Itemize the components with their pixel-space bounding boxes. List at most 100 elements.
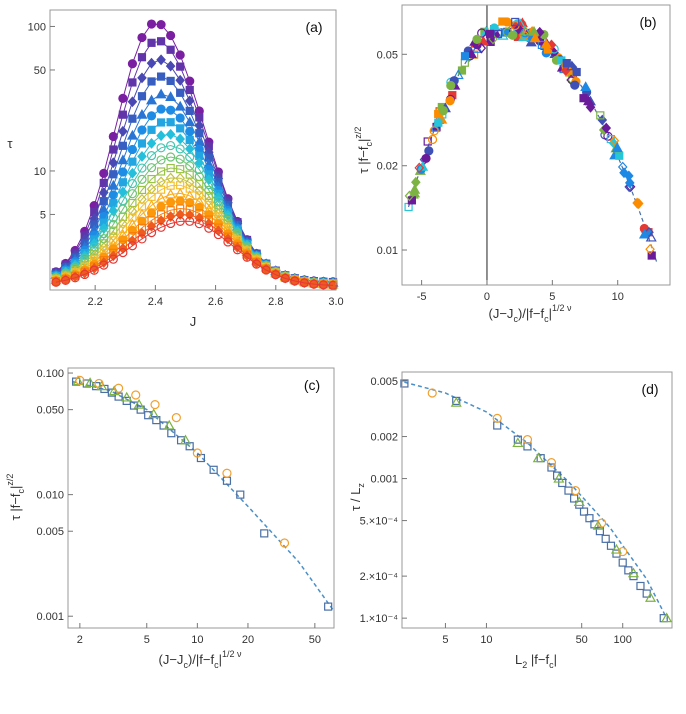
- collapse-point: [508, 30, 518, 40]
- point-circles: [492, 413, 502, 423]
- point-circles: [546, 458, 557, 468]
- collapse-point: [409, 183, 421, 194]
- point-triangles: [532, 452, 544, 463]
- y-axis-label-part: z: [356, 483, 366, 488]
- collapse-point: [580, 81, 592, 92]
- panel-d: 5 10 50 100 1.×10⁻⁴ 2.×10⁻⁴ 5.×10⁻⁴ 0.001 0.002 0…: [348, 371, 673, 670]
- series-a-point: [185, 126, 195, 137]
- series-a-point: [98, 242, 109, 253]
- collapse-point: [502, 17, 512, 27]
- point-circles: [171, 413, 181, 423]
- collapse-point: [566, 60, 578, 71]
- series-a-point: [175, 209, 185, 221]
- series-a-point: [109, 226, 118, 235]
- y-axis-label-part: τ |f−f: [356, 146, 371, 173]
- collapse-point: [427, 134, 438, 145]
- series-a-point: [165, 128, 176, 140]
- point-circles: [427, 388, 437, 398]
- panel-label: (b): [639, 14, 656, 30]
- series-a-point: [175, 133, 185, 145]
- point-squares: [114, 392, 123, 401]
- collapse-point: [429, 126, 439, 136]
- series-a-point: [175, 74, 185, 86]
- collapse-point: [460, 52, 470, 61]
- series-a-point: [128, 114, 137, 123]
- series-a-point: [128, 78, 137, 87]
- x-axis-label-part: )/|f−f: [188, 652, 215, 667]
- y-axis-label-part: |: [356, 139, 371, 142]
- panel-label: (a): [305, 19, 322, 35]
- panel-c: 2 5 10 20 50 0.001 0.005 0.010 0.050 0.100 (c) (J−J…: [5, 367, 335, 670]
- x-axis-label-part: c: [214, 660, 219, 670]
- series-a-point: [117, 154, 129, 165]
- series-a-point: [146, 151, 157, 161]
- series-a-point: [156, 20, 166, 30]
- collapse-point: [572, 67, 581, 77]
- x-tick-label: 5: [549, 291, 555, 303]
- series-a-point: [146, 137, 157, 149]
- series-a-point: [108, 254, 118, 264]
- series-a-point: [184, 116, 196, 127]
- x-tick-label: 0: [484, 291, 490, 303]
- point-circles: [150, 400, 160, 410]
- point-triangles: [133, 398, 145, 409]
- series-a-point: [146, 163, 157, 173]
- series-a-point: [156, 72, 166, 81]
- collapse-point: [445, 96, 455, 106]
- series-a-point: [166, 197, 176, 207]
- point-triangles: [84, 377, 96, 387]
- series-a-point: [147, 174, 156, 184]
- series-a-point: [175, 196, 185, 206]
- series-a-point: [318, 280, 329, 290]
- series-a-point: [223, 233, 233, 245]
- series-a-point: [98, 257, 109, 268]
- series-a-point: [137, 234, 147, 244]
- collapse-point: [404, 190, 415, 202]
- x-axis-label-part: |f−f: [527, 652, 549, 667]
- series-a-point: [147, 38, 156, 47]
- x-axis-label-part: c: [544, 314, 549, 324]
- series-a-point: [299, 278, 309, 288]
- x-tick-label: 2.2: [88, 296, 103, 308]
- series-a-point: [51, 277, 61, 287]
- collapse-point: [423, 137, 432, 146]
- y-axis-label: τ |f−fc|z/2: [353, 127, 374, 174]
- plot-frame: [401, 371, 673, 629]
- point-squares: [636, 581, 645, 591]
- series-a-point: [146, 57, 157, 69]
- series-a-point: [155, 88, 167, 99]
- series-a-point: [176, 88, 185, 97]
- point-triangles: [148, 408, 160, 419]
- series-a-point: [156, 155, 166, 165]
- series-a-point: [127, 167, 138, 179]
- point-squares: [523, 442, 532, 451]
- plot-frame: [401, 4, 671, 286]
- series-a-point: [223, 237, 233, 247]
- x-axis-label: J: [190, 314, 197, 329]
- panel-label: (d): [641, 381, 658, 397]
- series-a-point: [137, 32, 147, 43]
- series-a-point: [166, 76, 175, 86]
- collapse-point: [511, 17, 520, 27]
- plot-frame: [49, 9, 337, 291]
- y-axis-label: τ: [7, 136, 13, 151]
- series-a-point: [185, 216, 195, 226]
- point-squares: [152, 416, 161, 425]
- x-axis-label-part: )/|f−f: [518, 306, 545, 321]
- series-a-point: [146, 19, 157, 29]
- point-squares: [167, 429, 176, 438]
- series-a-point: [126, 129, 138, 140]
- series-a-point: [195, 191, 204, 200]
- x-axis-label-part: (J−J: [159, 652, 184, 667]
- collapse-point: [579, 94, 588, 103]
- series-a-point: [194, 157, 205, 169]
- series-a-point: [204, 191, 213, 201]
- series-a-point: [204, 223, 214, 233]
- collapse-point: [434, 118, 443, 127]
- series-a-point: [156, 201, 166, 212]
- y-axis-label-part: |: [8, 486, 23, 489]
- y-axis-label-part: τ |f−f: [8, 493, 23, 520]
- collapse-point: [615, 151, 624, 160]
- point-triangles: [553, 472, 565, 483]
- series-a-point: [137, 163, 147, 173]
